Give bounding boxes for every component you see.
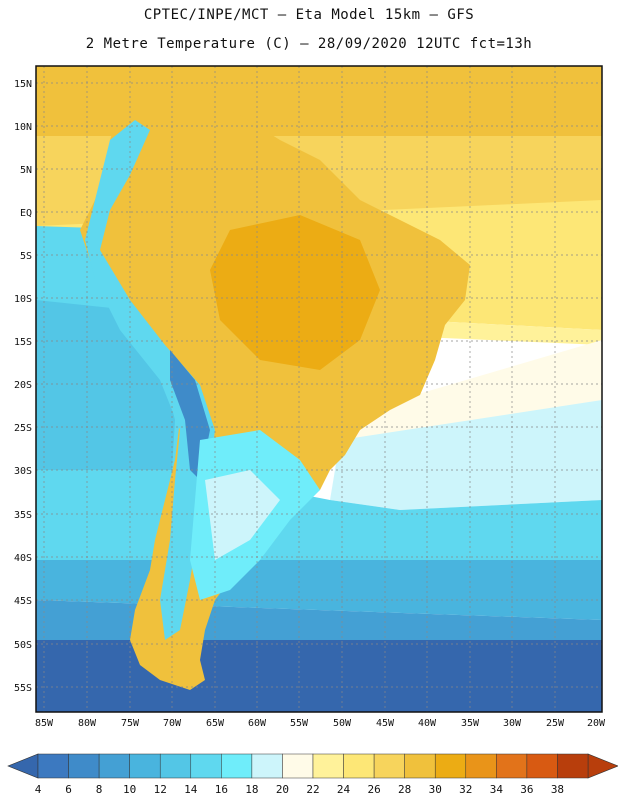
- colorbar-tick-label: 12: [154, 783, 167, 796]
- colorbar-tick-label: 8: [96, 783, 103, 796]
- lon-label: 55W: [290, 718, 309, 729]
- lat-label: 10S: [14, 294, 32, 305]
- lat-label: 10N: [14, 122, 32, 133]
- hot-interior: [210, 215, 380, 370]
- colorbar-tick-label: 6: [65, 783, 72, 796]
- lat-label: 55S: [14, 683, 32, 694]
- lon-label: 50W: [333, 718, 352, 729]
- colorbar-swatch: [496, 753, 528, 779]
- lat-label: 20S: [14, 380, 32, 391]
- lat-label: 25S: [14, 423, 32, 434]
- colorbar-tick-label: 38: [551, 783, 564, 796]
- colorbar-tick-label: 4: [35, 783, 42, 796]
- longitude-axis: 85W 80W 75W 70W 65W 60W 55W 50W 45W 40W …: [35, 718, 606, 729]
- lon-label: 40W: [418, 718, 437, 729]
- band-cream: [330, 340, 602, 440]
- lat-label: EQ: [20, 208, 32, 219]
- colorbar-swatch: [343, 753, 375, 779]
- lat-label: 40S: [14, 553, 32, 564]
- band-pale-cyan: [330, 400, 602, 510]
- colorbar-swatch: [282, 753, 314, 779]
- colorbar: 4 6 8 10 12 14 16 18 20 22 24 26 28 30 32 34 36 38: [7, 753, 618, 796]
- andes-cool: [85, 120, 215, 640]
- colorbar-swatch: [557, 753, 589, 779]
- colorbar-swatch: [251, 753, 283, 779]
- colorbar-swatch: [68, 753, 100, 779]
- colorbar-swatch: [221, 753, 253, 779]
- colorbar-tick-label: 20: [276, 783, 289, 796]
- map-frame: [35, 65, 603, 713]
- colorbar-tick-label: 10: [123, 783, 136, 796]
- lat-label: 15N: [14, 79, 32, 90]
- latitude-axis: 15N 10N 5N EQ 5S 10S 15S 20S 25S 30S 35S…: [14, 79, 32, 694]
- colorbar-tick-label: 18: [245, 783, 258, 796]
- lon-label: 70W: [163, 718, 182, 729]
- map-subtitle: 2 Metre Temperature (C) – 28/09/2020 12U…: [85, 36, 533, 52]
- lat-label: 5N: [20, 165, 32, 176]
- colorbar-swatch: [526, 753, 558, 779]
- lon-label: 65W: [206, 718, 225, 729]
- colorbar-tick-label: 32: [459, 783, 472, 796]
- lon-label: 20W: [587, 718, 606, 729]
- colorbar-swatch: [159, 753, 192, 779]
- map-title: CPTEC/INPE/MCT – Eta Model 15km – GFS: [143, 7, 475, 23]
- lon-label: 35W: [461, 718, 480, 729]
- colorbar-tick-label: 26: [367, 783, 380, 796]
- lon-label: 85W: [35, 718, 54, 729]
- colorbar-swatch: [98, 753, 130, 779]
- graticule: [36, 66, 602, 712]
- lon-label: 60W: [248, 718, 267, 729]
- colorbar-swatch: [465, 753, 497, 779]
- colorbar-swatch: [129, 753, 161, 779]
- colorbar-tick-label: 34: [490, 783, 504, 796]
- colorbar-over-triangle: [587, 753, 618, 779]
- colorbar-tick-label: 22: [306, 783, 319, 796]
- lat-label: 5S: [20, 251, 32, 262]
- lat-label: 35S: [14, 510, 32, 521]
- central-america-land: [45, 85, 95, 125]
- colorbar-tick-label: 30: [429, 783, 442, 796]
- band-dark-blue: [36, 640, 602, 712]
- colorbar-swatch: [312, 753, 344, 779]
- lat-label: 45S: [14, 596, 32, 607]
- colorbar-swatch: [434, 753, 467, 779]
- colorbar-under-triangle: [7, 753, 39, 779]
- lon-label: 45W: [376, 718, 395, 729]
- colorbar-tick-label: 36: [520, 783, 533, 796]
- patagonia-pale: [205, 470, 280, 560]
- lat-label: 15S: [14, 337, 32, 348]
- lon-label: 80W: [78, 718, 97, 729]
- colorbar-tick-label: 28: [398, 783, 411, 796]
- lon-label: 25W: [546, 718, 565, 729]
- colorbar-swatch: [404, 753, 436, 779]
- lon-label: 75W: [121, 718, 140, 729]
- lon-label: 30W: [503, 718, 522, 729]
- temperature-field: [36, 66, 602, 712]
- lat-label: 30S: [14, 466, 32, 477]
- colorbar-swatch: [190, 753, 222, 779]
- colorbar-tick-label: 24: [337, 783, 351, 796]
- lat-label: 50S: [14, 640, 32, 651]
- colorbar-tick-label: 16: [215, 783, 228, 796]
- colorbar-swatch: [37, 753, 69, 779]
- colorbar-tick-label: 14: [184, 783, 198, 796]
- colorbar-swatch: [373, 753, 405, 779]
